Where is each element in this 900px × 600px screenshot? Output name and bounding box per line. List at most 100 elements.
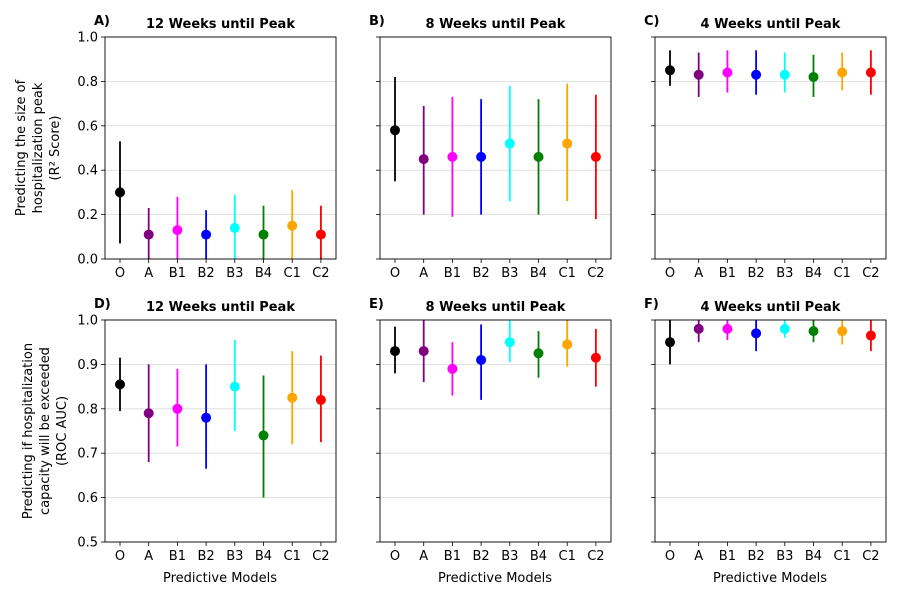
x-tick-label: C1 [284,549,301,564]
point-C2 [315,394,326,405]
x-tick-label: B1 [719,549,736,564]
x-tick-label: B4 [805,549,822,564]
y-tick-label: 0.4 [77,164,98,179]
row-ylabel-bottom-line-3: (ROC AUC) [55,396,70,466]
panel-label: A) [94,14,110,29]
x-tick-label: A [694,266,703,281]
x-tick-label: B1 [444,549,461,564]
point-B4 [533,151,544,162]
y-tick-label: 0.0 [77,253,98,268]
row-ylabel-bottom-line-2: capacity will be exceeded [38,347,53,515]
point-B2 [751,328,762,339]
panel-title: 4 Weeks until Peak [701,17,841,32]
x-tick-label: B3 [501,266,518,281]
x-tick-label: C1 [834,266,851,281]
point-O [115,379,125,390]
panel-5: O A B1 B2 B3 B4 C1 C2 8 Weeks until Peak E) [369,297,612,564]
y-tick-label: 0.5 [77,536,98,551]
panel-label: B) [369,14,385,29]
x-tick-label: C1 [834,549,851,564]
x-tick-label: O [115,549,125,564]
panel-title: 12 Weeks until Peak [146,17,295,32]
x-tick-label: B2 [472,266,489,281]
axes-frame [654,36,887,260]
x-tick-label: A [419,549,428,564]
panel-title: 12 Weeks until Peak [146,300,295,315]
point-B3 [504,138,515,149]
point-C1 [562,138,573,149]
point-B4 [808,71,819,82]
x-tick-label: A [144,549,153,564]
panel-3: O A B1 B2 B3 B4 C1 C2 4 Weeks until Peak C) [644,14,887,281]
x-tick-label: B3 [501,549,518,564]
point-B2 [476,354,487,365]
y-tick-label: 0.6 [77,491,98,506]
point-O [665,337,675,348]
row-ylabel-bottom: Predicting if hospitalization capacity w… [21,343,70,519]
panel-title: 8 Weeks until Peak [426,300,566,315]
x-tick-label: B4 [255,266,272,281]
x-tick-label: B3 [226,266,243,281]
point-A [143,229,154,240]
point-B1 [172,403,183,414]
x-tick-label: O [665,266,675,281]
x-tick-label: B2 [747,549,764,564]
point-C2 [865,330,876,341]
x-tick-label: B4 [805,266,822,281]
x-tick-label: A [694,549,703,564]
x-tick-label: O [115,266,125,281]
x-tick-label: B2 [197,549,214,564]
panel-4: 0.5 0.6 0.7 0.8 0.9 1.0 O A B1 B2 B3 B4 C1 C2 12 Weeks… [77,297,337,564]
axes-frame [379,36,612,260]
x-tick-label: A [419,266,428,281]
y-tick-label: 0.7 [77,447,98,462]
x-tick-label: B3 [776,549,793,564]
x-tick-label: B1 [169,266,186,281]
x-tick-label: C2 [587,266,604,281]
point-B3 [229,222,240,233]
x-tick-label: B4 [255,549,272,564]
point-B1 [447,363,458,374]
x-tick-label: B1 [444,266,461,281]
point-B1 [172,225,183,236]
point-B1 [722,67,733,78]
point-C1 [562,339,573,350]
point-C2 [315,229,326,240]
point-B3 [779,69,790,80]
axes-frame [104,319,337,543]
point-C1 [287,220,298,231]
row-ylabel-top-line-3: (R² Score) [48,116,63,181]
point-B3 [504,337,515,348]
panel-label: F) [644,297,659,312]
xlabel-col-1: Predictive Models [163,571,277,586]
point-B4 [808,326,819,337]
axes-frame [379,319,612,543]
point-B2 [201,412,212,423]
x-tick-label: B2 [472,549,489,564]
row-ylabel-top-line-1: Predicting the size of [14,79,29,216]
panel-label: C) [644,14,659,29]
panels: 0.0 0.2 0.4 0.6 0.8 1.0 O A B1 B2 B3 B4 C1 C2 12 Weeks… [77,14,887,564]
y-tick-label: 1.0 [77,314,98,329]
y-tick-label: 0.8 [77,75,98,90]
point-B2 [751,69,762,80]
x-tick-label: O [390,549,400,564]
point-O [665,65,675,76]
y-tick-label: 1.0 [77,31,98,46]
point-O [115,187,125,198]
point-A [418,346,429,357]
x-tick-label: B4 [530,549,547,564]
x-tick-label: C2 [862,549,879,564]
point-O [390,125,400,136]
x-tick-label: B3 [776,266,793,281]
x-tick-label: B4 [530,266,547,281]
point-B4 [258,430,269,441]
row-ylabel-top: Predicting the size of hospitalization p… [14,79,63,216]
point-A [693,69,704,80]
axes-frame [104,36,337,260]
panel-6: O A B1 B2 B3 B4 C1 C2 4 Weeks until Peak F) [644,297,887,564]
x-tick-label: A [144,266,153,281]
x-tick-label: B2 [747,266,764,281]
point-B1 [722,323,733,334]
point-B2 [476,151,487,162]
